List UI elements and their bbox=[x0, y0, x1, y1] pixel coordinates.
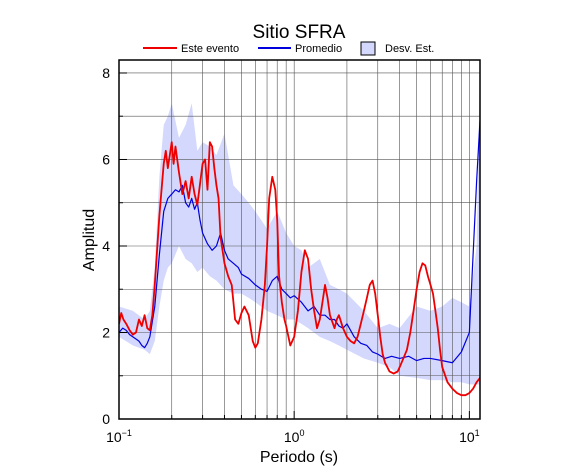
plot-frame bbox=[118, 59, 481, 420]
y-tick-label: 4 bbox=[102, 238, 110, 254]
legend-swatch-desv-est bbox=[360, 41, 376, 56]
chart-title: Sitio SFRA bbox=[253, 22, 346, 43]
y-tick-label: 0 bbox=[102, 411, 110, 427]
legend-item-desv-est: Desv. Est. bbox=[360, 41, 434, 56]
std-dev-band bbox=[119, 64, 480, 385]
legend-label-desv-est: Desv. Est. bbox=[385, 43, 434, 55]
x-tick-label: 10−1 bbox=[106, 428, 132, 445]
y-tick-label: 6 bbox=[102, 151, 110, 167]
y-axis-label: Amplitud bbox=[81, 209, 98, 271]
legend: Este evento Promedio Desv. Est. bbox=[143, 41, 434, 56]
plot-area: 10−1 100 101 0 2 4 6 8 bbox=[102, 59, 481, 445]
x-axis-label: Periodo (s) bbox=[260, 449, 338, 466]
series-line-este-evento bbox=[119, 141, 480, 397]
legend-item-este-evento: Este evento bbox=[143, 43, 239, 55]
legend-item-promedio: Promedio bbox=[258, 43, 342, 55]
x-tick-label: 101 bbox=[459, 428, 480, 445]
y-tick-label: 8 bbox=[102, 65, 110, 81]
legend-label-este-evento: Este evento bbox=[181, 43, 239, 55]
legend-label-promedio: Promedio bbox=[295, 43, 342, 55]
y-tick-label: 2 bbox=[102, 324, 110, 340]
series-line-promedio bbox=[119, 120, 480, 364]
x-tick-label: 100 bbox=[284, 428, 305, 445]
